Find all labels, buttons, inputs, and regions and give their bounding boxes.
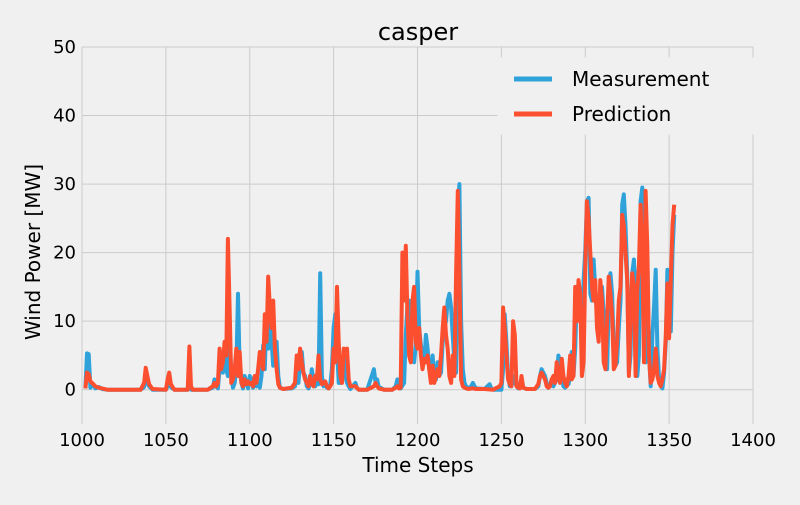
y-tick-label: 20 [53,243,76,264]
series-line-prediction [83,188,677,392]
y-tick-label: 10 [53,311,76,332]
x-tick-label: 1200 [395,430,441,451]
x-tick-label: 1250 [478,430,524,451]
x-axis-title: Time Steps [361,453,473,477]
legend-label-measurement: Measurement [572,67,709,91]
y-tick-label: 30 [53,174,76,195]
x-tick-label: 1000 [59,430,105,451]
legend-background [497,57,755,135]
y-tick-label: 0 [65,380,76,401]
x-tick-label: 1350 [646,430,692,451]
tick-labels: 1000 1050 1100 1150 1200 1250 1300 1350 1400 0 10 2… [53,37,776,451]
chart-title: casper [378,18,458,46]
y-tick-label: 40 [53,106,76,127]
x-tick-label: 1100 [227,430,273,451]
series-lines [83,182,677,392]
y-axis-title: Wind Power [MW] [21,164,45,340]
x-tick-label: 1300 [562,430,608,451]
legend-label-prediction: Prediction [572,102,671,126]
x-tick-label: 1150 [311,430,357,451]
y-tick-label: 50 [53,37,76,58]
legend: Measurement Prediction [497,57,755,135]
x-tick-label: 1400 [730,430,776,451]
x-tick-label: 1050 [143,430,189,451]
